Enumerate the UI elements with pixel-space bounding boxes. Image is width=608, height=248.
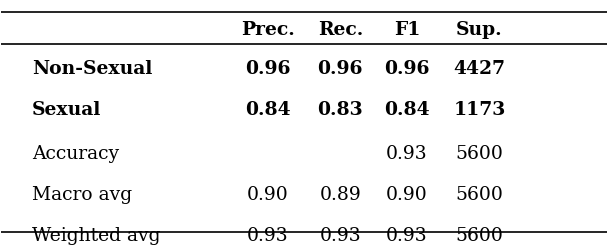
- Text: Rec.: Rec.: [318, 21, 363, 39]
- Text: 0.89: 0.89: [319, 186, 361, 204]
- Text: 0.90: 0.90: [247, 186, 289, 204]
- Text: 0.84: 0.84: [384, 101, 430, 119]
- Text: 0.83: 0.83: [317, 101, 363, 119]
- Text: Non-Sexual: Non-Sexual: [32, 60, 152, 78]
- Text: 0.93: 0.93: [247, 227, 289, 245]
- Text: 4427: 4427: [454, 60, 505, 78]
- Text: Macro avg: Macro avg: [32, 186, 132, 204]
- Text: 5600: 5600: [455, 186, 503, 204]
- Text: 0.96: 0.96: [245, 60, 291, 78]
- Text: 1173: 1173: [454, 101, 506, 119]
- Text: 0.90: 0.90: [386, 186, 428, 204]
- Text: Accuracy: Accuracy: [32, 145, 119, 163]
- Text: Sexual: Sexual: [32, 101, 101, 119]
- Text: Weighted avg: Weighted avg: [32, 227, 160, 245]
- Text: 0.96: 0.96: [317, 60, 363, 78]
- Text: 5600: 5600: [455, 227, 503, 245]
- Text: 0.93: 0.93: [319, 227, 361, 245]
- Text: F1: F1: [394, 21, 420, 39]
- Text: 5600: 5600: [455, 145, 503, 163]
- Text: Prec.: Prec.: [241, 21, 294, 39]
- Text: 0.93: 0.93: [386, 145, 427, 163]
- Text: 0.96: 0.96: [384, 60, 430, 78]
- Text: Sup.: Sup.: [456, 21, 503, 39]
- Text: 0.84: 0.84: [245, 101, 291, 119]
- Text: 0.93: 0.93: [386, 227, 427, 245]
